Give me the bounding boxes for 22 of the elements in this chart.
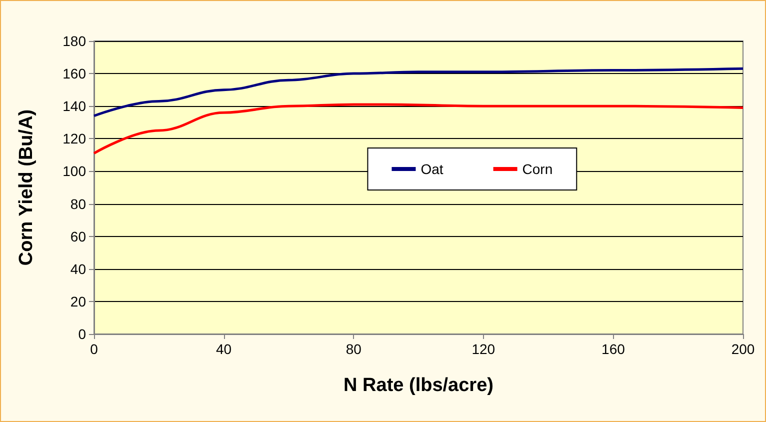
- y-tick-label: 60: [70, 228, 86, 244]
- y-tick-label: 20: [70, 293, 86, 310]
- legend-label: Oat: [420, 161, 444, 177]
- x-tick-label: 40: [216, 341, 232, 357]
- x-tick-label: 120: [472, 341, 496, 357]
- line-series: [92, 103, 744, 155]
- x-tick-label: 80: [346, 341, 362, 357]
- y-tick-label: 0: [78, 326, 86, 342]
- y-tick-label: 100: [62, 163, 86, 180]
- y-tick-label: 140: [62, 98, 86, 114]
- x-tick-label: 0: [90, 341, 98, 357]
- y-tick-label: 180: [62, 33, 86, 49]
- x-tick-label: 200: [731, 341, 755, 357]
- y-tick-label: 40: [70, 260, 86, 277]
- y-tick-label: 80: [70, 196, 86, 212]
- x-tick-label: 160: [602, 341, 626, 357]
- y-tick-label: 160: [62, 66, 86, 82]
- y-axis-title: Corn Yield (Bu/A): [16, 109, 37, 266]
- y-tick-label: 120: [62, 130, 86, 147]
- line-series: [92, 67, 744, 118]
- x-axis-title: N Rate (lbs/acre): [344, 375, 494, 396]
- legend-label: Corn: [522, 161, 553, 177]
